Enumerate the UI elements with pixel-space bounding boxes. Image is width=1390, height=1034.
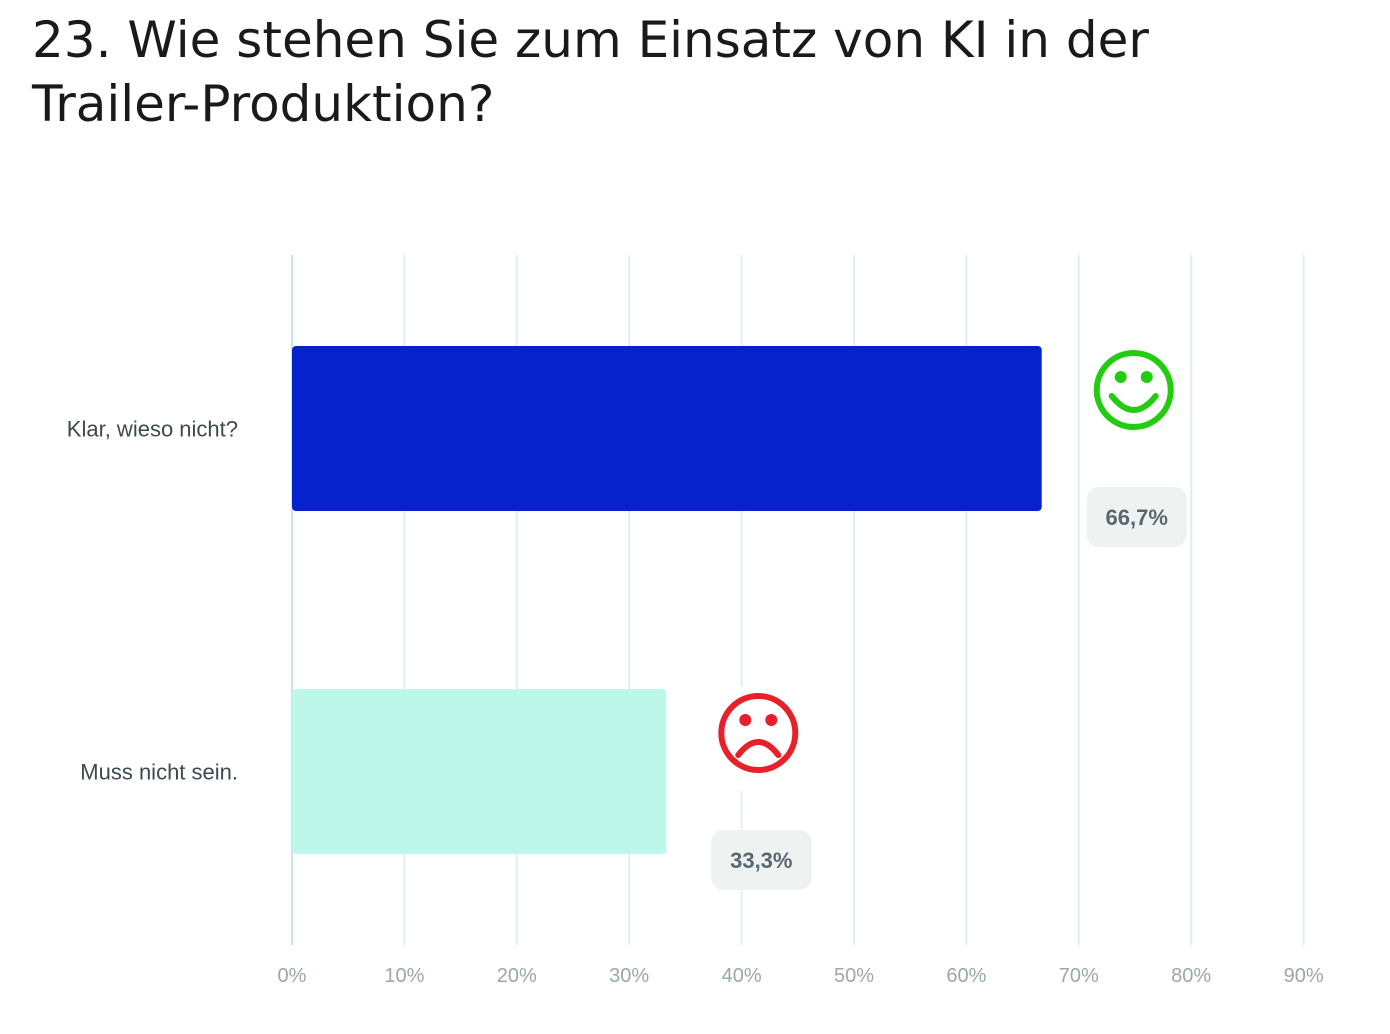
x-tick-label: 20% — [497, 965, 537, 987]
data-label-box — [1086, 487, 1187, 547]
chart-title: 23. Wie stehen Sie zum Einsatz von KI in… — [32, 11, 1149, 133]
x-tick-label: 70% — [1059, 965, 1099, 987]
x-tick-label: 80% — [1171, 965, 1211, 987]
smiley-face-icon — [1093, 350, 1174, 430]
x-tick-label: 50% — [834, 965, 874, 987]
x-tick-label: 40% — [722, 965, 762, 987]
bar — [292, 346, 1042, 511]
data-label: 66,7% — [1106, 505, 1168, 530]
category-label: Muss nicht sein. — [80, 760, 238, 785]
bar — [292, 689, 667, 854]
data-label: 33,3% — [730, 848, 792, 873]
data-label-box — [711, 830, 812, 890]
x-tick-label: 10% — [384, 965, 424, 987]
icon-mask — [1087, 344, 1180, 448]
category-label: Klar, wieso nicht? — [67, 417, 238, 442]
x-tick-label: 90% — [1284, 965, 1324, 987]
sad-face-icon — [718, 693, 799, 773]
x-tick-label: 30% — [609, 965, 649, 987]
x-tick-label: 0% — [278, 965, 307, 987]
x-tick-label: 60% — [946, 965, 986, 987]
